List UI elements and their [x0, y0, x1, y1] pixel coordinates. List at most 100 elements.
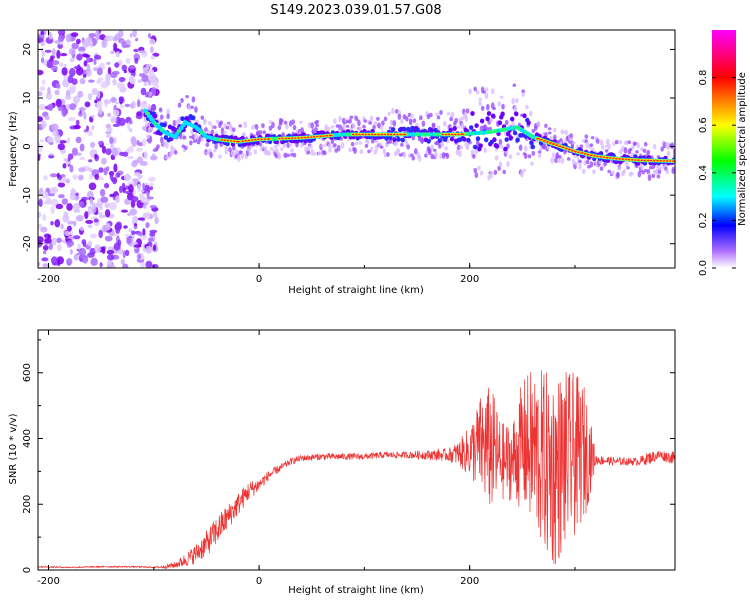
noise-speckle [150, 186, 153, 191]
noise-speckle [56, 256, 64, 265]
halo-point [277, 153, 282, 160]
noise-speckle [145, 211, 150, 220]
core-point [514, 111, 519, 117]
noise-speckle [73, 65, 81, 70]
x-tick-label: 0 [256, 274, 262, 285]
noise-speckle [62, 163, 67, 169]
core-point [406, 126, 411, 132]
halo-point [671, 170, 675, 174]
halo-point [616, 172, 620, 178]
noise-speckle [40, 226, 48, 233]
core-point [437, 138, 442, 144]
halo-point [177, 102, 182, 108]
noise-speckle [82, 74, 87, 78]
halo-point [531, 128, 536, 133]
noise-speckle [140, 189, 145, 193]
core-point [503, 146, 508, 152]
halo-point [473, 86, 478, 92]
halo-point [203, 118, 207, 126]
noise-speckle [47, 136, 55, 143]
core-point [396, 136, 401, 142]
noise-speckle [76, 38, 81, 45]
noise-speckle [127, 122, 131, 131]
core-point [466, 137, 471, 143]
halo-point [468, 88, 472, 95]
halo-point [292, 152, 297, 158]
noise-speckle [38, 69, 44, 76]
noise-speckle [130, 102, 134, 109]
noise-speckle [78, 107, 87, 111]
halo-point [243, 121, 247, 128]
noise-speckle [121, 64, 128, 72]
halo-point [190, 105, 194, 110]
halo-point [522, 168, 527, 173]
noise-speckle [115, 51, 120, 58]
noise-speckle [69, 164, 74, 173]
noise-speckle [106, 253, 115, 261]
halo-point [529, 110, 533, 117]
noise-speckle [133, 244, 142, 248]
core-point [191, 115, 196, 121]
halo-point [368, 121, 373, 125]
halo-point [479, 170, 484, 176]
noise-speckle [143, 151, 148, 160]
noise-speckle [73, 124, 81, 130]
halo-point [475, 90, 480, 95]
halo-point [589, 143, 594, 147]
halo-point [530, 161, 534, 166]
halo-point [515, 97, 519, 104]
noise-speckle [38, 198, 43, 207]
snr-marks [38, 370, 675, 570]
noise-speckle [66, 136, 71, 144]
halo-point [436, 115, 441, 120]
halo-point [184, 145, 188, 150]
noise-speckle [132, 216, 139, 223]
halo-point [627, 140, 632, 144]
noise-speckle [118, 77, 126, 82]
halo-point [521, 91, 525, 97]
halo-point [625, 161, 629, 168]
halo-point [640, 163, 644, 171]
noise-speckle [86, 63, 91, 73]
core-point [388, 135, 393, 141]
noise-speckle [50, 205, 55, 214]
noise-speckle [77, 243, 81, 250]
halo-point [472, 154, 476, 159]
halo-point [494, 155, 499, 161]
noise-speckle [109, 193, 116, 198]
noise-speckle [41, 79, 46, 85]
halo-point [601, 144, 605, 150]
noise-speckle [50, 123, 59, 131]
noise-speckle [107, 67, 112, 76]
noise-speckle [38, 261, 41, 267]
noise-speckle [82, 39, 89, 48]
noise-speckle [57, 43, 63, 49]
noise-speckle [48, 33, 53, 40]
noise-speckle [120, 258, 125, 265]
noise-speckle [101, 224, 108, 233]
noise-speckle [56, 172, 60, 179]
noise-speckle [151, 87, 156, 96]
halo-point [261, 123, 265, 129]
halo-point [465, 145, 470, 150]
noise-speckle [149, 135, 152, 142]
colorbar-ticks: 0.0 0.2 0.4 0.6 0.8 [698, 70, 736, 276]
halo-point [499, 95, 504, 99]
noise-speckle [116, 81, 125, 89]
halo-point [513, 105, 518, 113]
noise-speckle [104, 209, 111, 218]
noise-speckle [56, 49, 61, 59]
halo-point [539, 147, 543, 151]
noise-speckle [106, 166, 110, 172]
noise-speckle [38, 116, 43, 122]
colorbar-gradient [712, 30, 736, 268]
halo-point [599, 166, 604, 171]
noise-speckle [88, 159, 93, 163]
halo-point [388, 139, 393, 144]
halo-point [631, 145, 635, 150]
halo-point [191, 96, 196, 103]
halo-point [312, 152, 317, 156]
core-point [486, 111, 492, 116]
y-tick-label: 200 [22, 495, 33, 514]
